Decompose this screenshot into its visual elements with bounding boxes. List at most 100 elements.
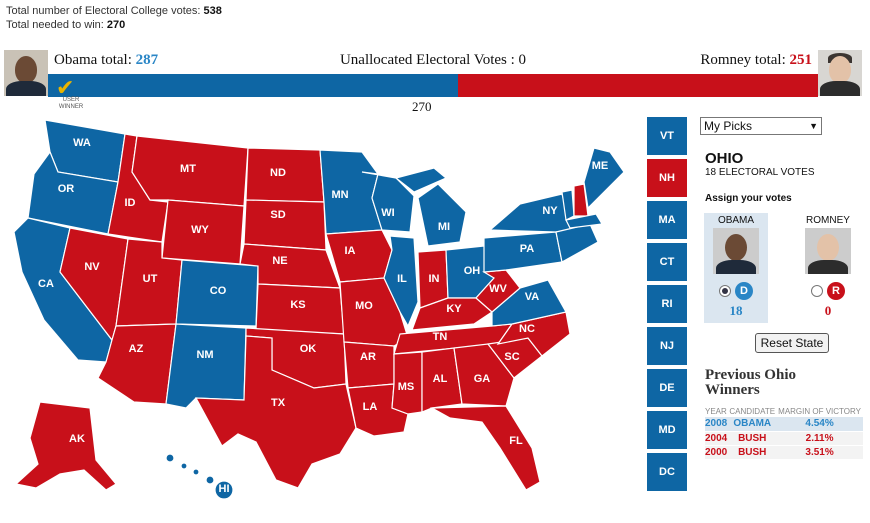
state-pa[interactable] bbox=[483, 231, 563, 273]
map-label-az: AZ bbox=[129, 343, 144, 355]
state-name: OHIO bbox=[705, 150, 744, 167]
state-mn[interactable] bbox=[319, 149, 383, 235]
map-label-ky: KY bbox=[446, 303, 462, 315]
map-label-id: ID bbox=[125, 197, 136, 209]
map-label-nv: NV bbox=[84, 261, 100, 273]
map-label-ia: IA bbox=[345, 245, 356, 257]
cell-candidate: OBAMA bbox=[728, 417, 777, 432]
map-label-ne: NE bbox=[272, 255, 287, 267]
map-label-ut: UT bbox=[143, 273, 158, 285]
winner-check-icon: ✔ bbox=[56, 75, 75, 100]
state-me[interactable] bbox=[583, 147, 625, 210]
state-mi[interactable] bbox=[394, 167, 467, 247]
map-label-mo: MO bbox=[355, 300, 373, 312]
state-ma[interactable] bbox=[565, 213, 603, 229]
state-button-ma[interactable]: MA bbox=[647, 201, 687, 239]
table-row: 2004 BUSH 2.11% bbox=[705, 431, 863, 446]
small-states-list: VT NH MA CT RI NJ DE MD DC bbox=[647, 117, 687, 495]
picks-dropdown[interactable]: My Picks ▼ bbox=[700, 117, 822, 135]
map-label-ar: AR bbox=[360, 351, 376, 363]
romney-total-label: Romney total: bbox=[700, 52, 786, 68]
previous-winners-title: Previous Ohio Winners bbox=[705, 367, 796, 398]
win-threshold-marker: 270 bbox=[412, 99, 432, 114]
romney-state-votes: 0 bbox=[824, 303, 832, 318]
us-electoral-map: WA OR CA NV ID MT WY UT AZ CO NM ND SD NE KS OK TX MN IA MO… bbox=[13, 119, 625, 500]
map-label-tx: TX bbox=[271, 397, 286, 409]
needed-votes-label: Total needed to win: bbox=[6, 19, 104, 31]
state-hi[interactable] bbox=[165, 453, 234, 500]
state-ar[interactable] bbox=[343, 341, 395, 389]
state-ak[interactable] bbox=[14, 401, 117, 491]
map-label-me: ME bbox=[592, 160, 609, 172]
democrat-icon: D bbox=[735, 282, 753, 300]
obama-total: Obama total: 287 bbox=[54, 52, 158, 69]
user-winner-label: USER WINNER bbox=[58, 97, 84, 110]
state-ny[interactable] bbox=[488, 193, 573, 233]
state-button-ct[interactable]: CT bbox=[647, 243, 687, 281]
romney-radio[interactable] bbox=[811, 285, 823, 297]
map-label-pa: PA bbox=[520, 243, 535, 255]
map-label-mi: MI bbox=[438, 221, 450, 233]
state-button-nh[interactable]: NH bbox=[647, 159, 687, 197]
map-label-fl: FL bbox=[509, 435, 523, 447]
state-button-nj[interactable]: NJ bbox=[647, 327, 687, 365]
map-label-oh: OH bbox=[464, 265, 481, 277]
map-label-nd: ND bbox=[270, 167, 286, 179]
state-button-dc[interactable]: DC bbox=[647, 453, 687, 491]
unallocated-votes: Unallocated Electoral Votes : 0 bbox=[339, 52, 527, 68]
state-button-de[interactable]: DE bbox=[647, 369, 687, 407]
state-fl[interactable] bbox=[429, 405, 541, 491]
map-label-ak: AK bbox=[69, 433, 85, 445]
tally-bar: Obama total: 287 Unallocated Electoral V… bbox=[4, 50, 862, 98]
romney-name: ROMNEY bbox=[806, 215, 850, 226]
map-label-sd: SD bbox=[270, 209, 285, 221]
state-ga[interactable] bbox=[453, 343, 515, 407]
reset-state-button[interactable]: Reset State bbox=[755, 333, 829, 353]
vote-progress-bar bbox=[48, 74, 818, 97]
map-label-ks: KS bbox=[290, 299, 305, 311]
map-label-mt: MT bbox=[180, 163, 196, 175]
map-label-il: IL bbox=[397, 273, 407, 285]
republican-icon: R bbox=[827, 282, 845, 300]
romney-candidate-card: ROMNEY R 0 bbox=[796, 213, 860, 319]
obama-avatar bbox=[713, 228, 759, 274]
romney-total: Romney total: 251 bbox=[700, 52, 812, 69]
state-button-ri[interactable]: RI bbox=[647, 285, 687, 323]
map-label-ga: GA bbox=[474, 373, 491, 385]
map-label-ca: CA bbox=[38, 278, 54, 290]
state-tx[interactable] bbox=[194, 335, 357, 489]
map-label-hi: HI bbox=[219, 483, 230, 495]
chevron-down-icon: ▼ bbox=[809, 121, 818, 131]
col-year: YEAR bbox=[705, 407, 727, 416]
cell-year: 2004 bbox=[705, 431, 729, 446]
obama-total-label: Obama total: bbox=[54, 52, 132, 68]
map-label-wy: WY bbox=[191, 224, 209, 236]
map-label-wa: WA bbox=[73, 137, 91, 149]
map-label-va: VA bbox=[525, 291, 540, 303]
state-button-md[interactable]: MD bbox=[647, 411, 687, 449]
map-label-ok: OK bbox=[300, 343, 317, 355]
state-sd[interactable] bbox=[243, 199, 327, 251]
picks-value: My Picks bbox=[704, 119, 752, 133]
obama-total-value: 287 bbox=[135, 52, 159, 68]
map-label-ms: MS bbox=[398, 381, 415, 393]
map-label-wv: WV bbox=[489, 283, 507, 295]
state-al[interactable] bbox=[421, 347, 463, 413]
map-label-or: OR bbox=[58, 183, 75, 195]
romney-avatar bbox=[805, 228, 851, 274]
cell-candidate: BUSH bbox=[728, 445, 777, 460]
state-il[interactable] bbox=[383, 235, 419, 328]
romney-total-value: 251 bbox=[789, 52, 813, 68]
obama-radio[interactable] bbox=[719, 285, 731, 297]
obama-name: OBAMA bbox=[717, 215, 755, 226]
state-nm[interactable] bbox=[165, 323, 247, 409]
cell-candidate: BUSH bbox=[728, 431, 777, 446]
state-electoral-votes: 18 ELECTORAL VOTES bbox=[705, 167, 815, 178]
state-button-vt[interactable]: VT bbox=[647, 117, 687, 155]
assign-votes-heading: Assign your votes bbox=[705, 193, 792, 204]
cell-year: 2000 bbox=[705, 445, 729, 460]
obama-photo bbox=[4, 50, 48, 96]
state-ia[interactable] bbox=[325, 229, 393, 283]
map-label-co: CO bbox=[210, 285, 227, 297]
map-label-nm: NM bbox=[196, 349, 213, 361]
